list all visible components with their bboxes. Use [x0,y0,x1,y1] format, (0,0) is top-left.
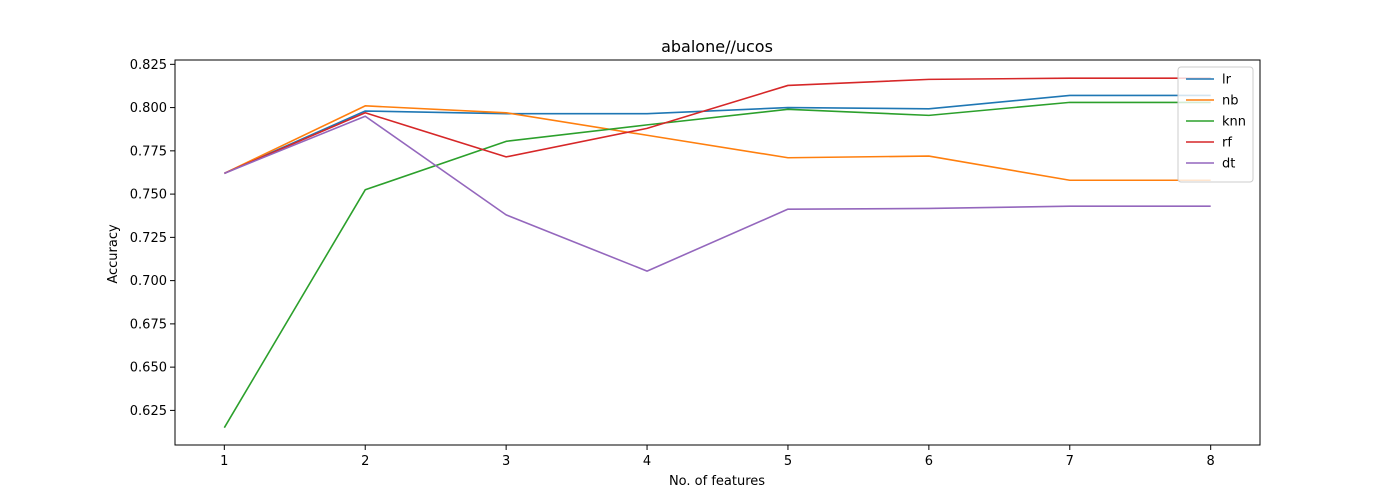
y-tick-label: 0.675 [130,317,167,332]
legend-box [1177,66,1254,183]
y-tick-label: 0.825 [130,58,167,73]
x-tick-label: 5 [784,454,792,469]
plot-area: 0.625 0.650 0.675 0.700 0.725 0.750 0.775 0.800… [130,58,1261,469]
y-axis-label: Accuracy [106,224,121,284]
y-tick-label: 0.800 [130,101,167,116]
legend: lr nb knn rf dt [1177,66,1254,183]
y-tick-label: 0.650 [130,361,167,376]
legend-label-rf: rf [1222,136,1232,151]
y-tick-label: 0.700 [130,274,167,289]
series-line-lr [223,94,1211,175]
series-line-dt [224,115,1211,272]
legend-label-knn: knn [1222,115,1246,130]
series-line-knn [223,101,1211,429]
x-tick-label: 2 [361,454,369,469]
legend-label-nb: nb [1222,94,1239,109]
x-tick-label: 7 [1066,454,1074,469]
series-line-nb [223,105,1211,182]
chart-title: abalone//ucos [661,37,773,56]
x-tick-label: 1 [220,454,228,469]
y-tick-label: 0.625 [130,404,167,419]
x-tick-label: 3 [502,454,510,469]
y-tick-label: 0.750 [130,188,167,203]
plot-frame [174,59,1261,446]
x-tick-label: 8 [1207,454,1215,469]
x-tick-label: 4 [643,454,651,469]
x-tick-label: 6 [925,454,933,469]
legend-label-lr: lr [1222,73,1232,88]
x-axis-label: No. of features [669,474,765,489]
legend-label-dt: dt [1222,157,1235,172]
y-tick-label: 0.725 [130,231,167,246]
y-tick-label: 0.775 [130,144,167,159]
series-line-rf [224,77,1211,175]
